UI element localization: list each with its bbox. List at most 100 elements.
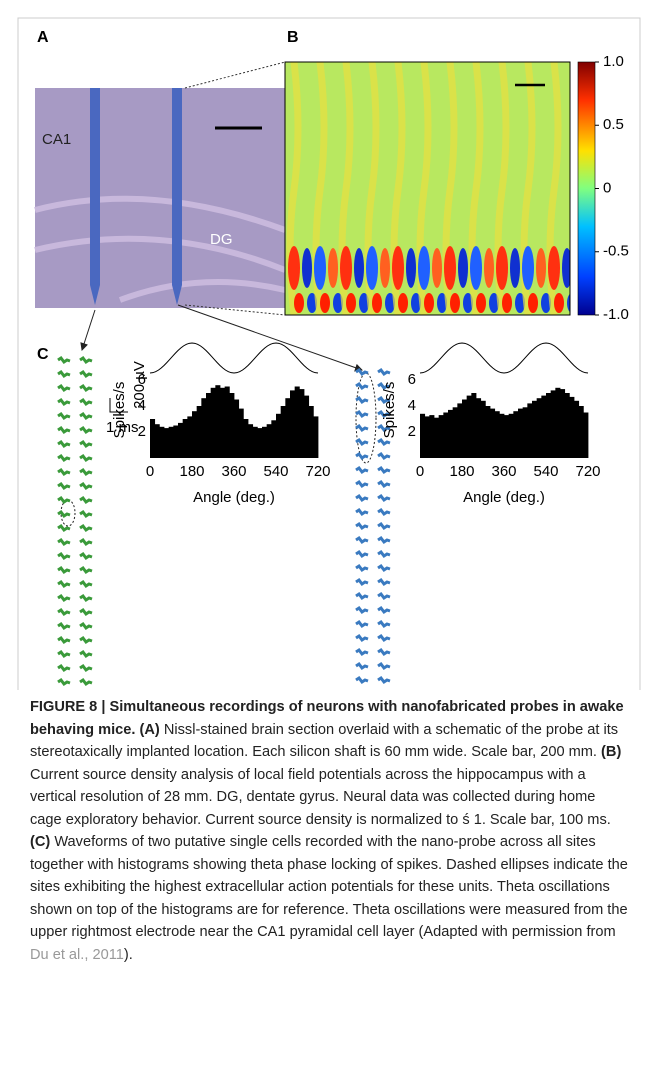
heat-blob [354, 248, 364, 288]
bar [164, 428, 170, 458]
region-label: CA1 [42, 131, 71, 148]
x-tick-label: 720 [305, 463, 330, 480]
bar [438, 415, 444, 458]
heat-blob [567, 293, 570, 313]
frame [17, 17, 641, 690]
waveform [79, 509, 93, 519]
heat-blob [340, 246, 352, 290]
heat-blob [536, 248, 546, 288]
waveform [57, 369, 71, 379]
bar [462, 399, 468, 458]
citation-link[interactable]: Du et al., 2011 [30, 946, 124, 963]
colorbar-label: 0.5 [603, 116, 624, 133]
heat-blob [406, 248, 416, 288]
bar [569, 396, 575, 458]
bar [308, 406, 314, 458]
waveform [377, 577, 391, 587]
waveform [57, 635, 71, 645]
heat-blob [346, 293, 356, 313]
caption-text: Nissl-stained brain section overlaid wit… [30, 721, 619, 761]
waveform [79, 453, 93, 463]
colorbar [577, 61, 596, 316]
bar [285, 398, 291, 458]
bar [210, 387, 216, 458]
waveform [355, 605, 369, 615]
colorbar-label: 0 [603, 179, 611, 196]
waveform [79, 663, 93, 673]
waveform [57, 677, 71, 687]
heat-blob [458, 248, 468, 288]
heat-blob [554, 293, 564, 313]
bar [182, 419, 188, 458]
bar [485, 406, 491, 458]
x-tick-label: 720 [575, 463, 600, 480]
waveform [79, 425, 93, 435]
zoom-line [184, 61, 286, 89]
bar [248, 424, 254, 458]
waveform [57, 425, 71, 435]
waveform [377, 493, 391, 503]
waveform [355, 535, 369, 545]
colorbar-label: -1.0 [603, 306, 629, 323]
bar [266, 424, 272, 458]
bar [276, 413, 282, 458]
bar [434, 417, 440, 458]
panel-label: C [37, 346, 49, 363]
y-tick-label: 6 [408, 371, 416, 388]
bar [555, 387, 561, 458]
bar [150, 419, 156, 458]
y-axis-label: Spikes/s [381, 382, 398, 439]
bar [532, 400, 538, 458]
heat-blob [541, 293, 551, 313]
bar [224, 386, 230, 458]
waveform [79, 411, 93, 421]
waveform [355, 577, 369, 587]
heatmap [285, 62, 570, 315]
bar [429, 415, 435, 458]
bar [471, 393, 477, 458]
bar [452, 407, 458, 458]
heat-blob [496, 246, 508, 290]
heat-blob [320, 293, 330, 313]
waveform [355, 381, 369, 391]
waveform [79, 369, 93, 379]
theta-wave [149, 342, 319, 374]
heat-blob [380, 248, 390, 288]
waveform [377, 661, 391, 671]
bar [420, 413, 426, 458]
waveform [355, 423, 369, 433]
waveform [355, 367, 369, 377]
waveform [355, 675, 369, 685]
bar [546, 393, 552, 458]
waveform [79, 439, 93, 449]
waveform [57, 579, 71, 589]
heat-blob [444, 246, 456, 290]
waveform [79, 481, 93, 491]
bar [494, 411, 500, 458]
bar [201, 398, 207, 458]
heat-blob [411, 293, 421, 313]
heat-blob [437, 293, 447, 313]
waveform [355, 661, 369, 671]
heat-blob [398, 293, 408, 313]
waveform [355, 507, 369, 517]
waveform [79, 579, 93, 589]
heat-blob [510, 248, 520, 288]
y-tick-label: 2 [408, 423, 416, 440]
waveform [57, 523, 71, 533]
tissue-layer [34, 195, 287, 303]
waveform [377, 521, 391, 531]
heat-blob [484, 248, 494, 288]
x-tick-label: 0 [146, 463, 154, 480]
x-tick-label: 0 [416, 463, 424, 480]
heat-blob [463, 293, 473, 313]
waveform [355, 521, 369, 531]
panel-label: B [287, 29, 299, 46]
bar [527, 403, 533, 458]
y-axis-label: Spikes/s [111, 382, 128, 439]
bar [271, 420, 277, 458]
bar [304, 395, 310, 458]
waveform [79, 537, 93, 547]
waveform [57, 467, 71, 477]
